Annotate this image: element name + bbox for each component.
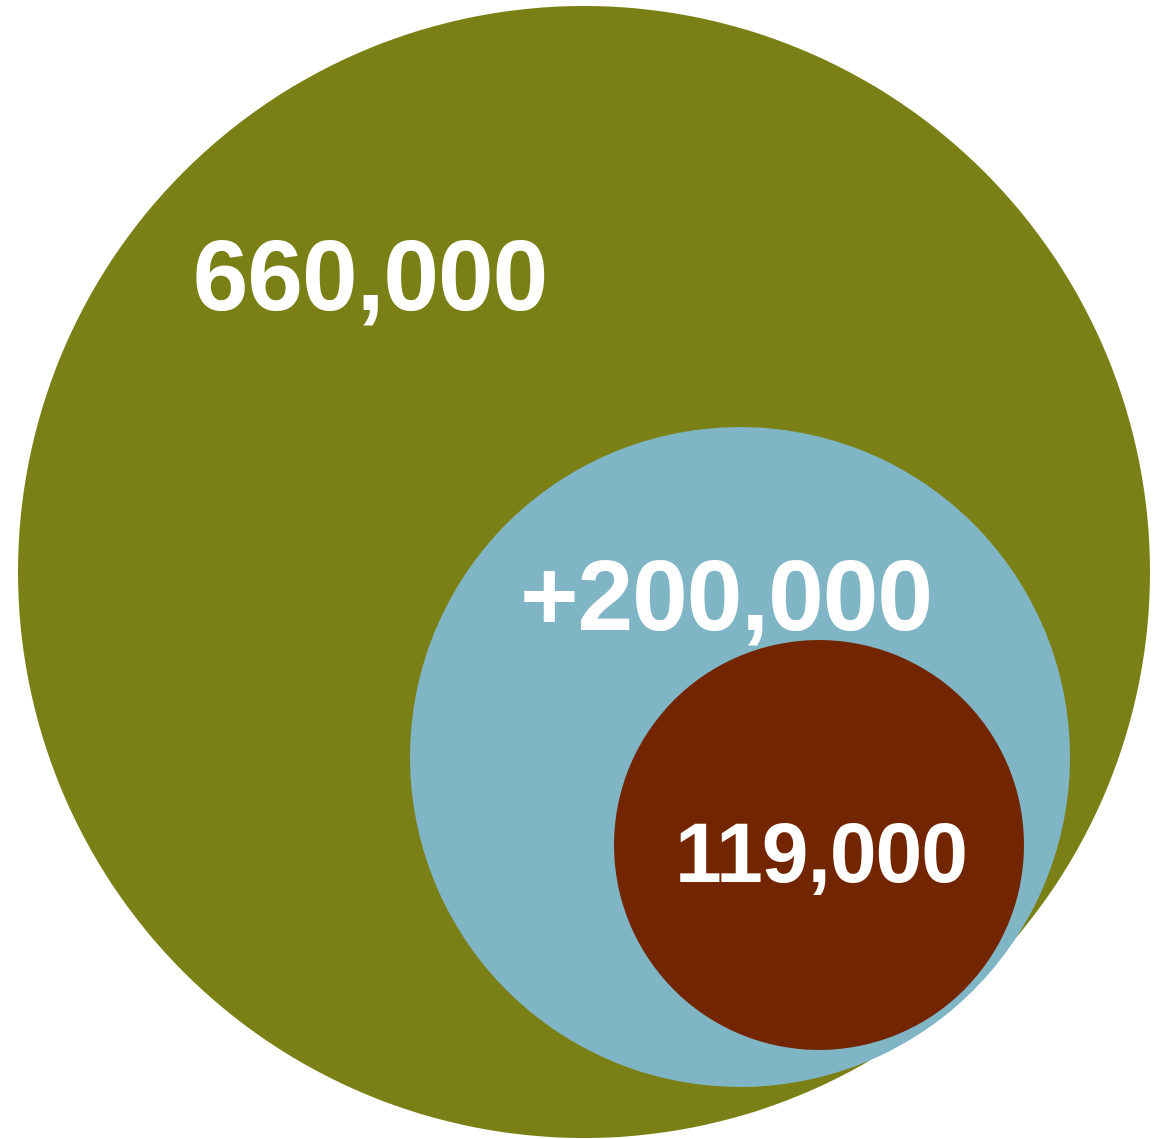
label-119000: 119,000	[675, 806, 967, 900]
label-660000: 660,000	[193, 220, 547, 332]
label-200000: +200,000	[520, 540, 932, 652]
bubble-119000	[614, 640, 1024, 1050]
